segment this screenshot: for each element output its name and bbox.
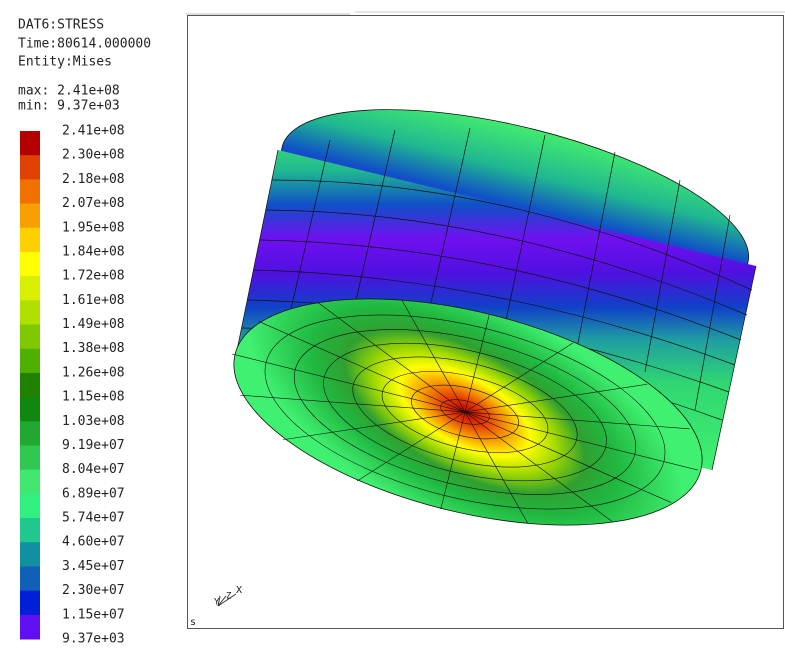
- legend-swatch: [20, 566, 40, 591]
- legend-label: 2.30e+07: [62, 583, 125, 598]
- legend-swatch: [20, 325, 40, 350]
- legend-swatch: [20, 131, 40, 156]
- legend-swatch: [20, 300, 40, 325]
- time: Time:80614.000000: [18, 37, 151, 52]
- legend-swatch: [20, 276, 40, 301]
- legend-swatch: [20, 397, 40, 422]
- legend-label: 2.41e+08: [62, 124, 125, 139]
- legend-label: 1.26e+08: [62, 365, 125, 380]
- entity: Entity:Mises: [18, 55, 112, 70]
- screen: DAT6:STRESS Time:80614.000000 Entity:Mis…: [0, 0, 785, 646]
- legend-swatch: [20, 228, 40, 253]
- legend-label: 1.61e+08: [62, 293, 125, 308]
- legend-swatch: [20, 615, 40, 640]
- legend-label: 1.15e+08: [62, 390, 125, 405]
- legend-swatch: [20, 518, 40, 543]
- legend-label: 5.74e+07: [62, 511, 125, 526]
- legend-label: 9.37e+03: [62, 632, 125, 647]
- legend-swatch: [20, 591, 40, 616]
- corner-label: s: [190, 617, 196, 628]
- legend-label: 1.72e+08: [62, 269, 125, 284]
- legend-swatch: [20, 204, 40, 229]
- legend-swatch: [20, 252, 40, 277]
- legend-swatch: [20, 421, 40, 446]
- legend-swatch: [20, 349, 40, 374]
- legend-swatch: [20, 373, 40, 398]
- max: max: 2.41e+08: [18, 84, 120, 99]
- legend-label: 1.95e+08: [62, 220, 125, 235]
- legend-label: 4.60e+07: [62, 535, 125, 550]
- dataset: DAT6:STRESS: [18, 18, 104, 33]
- triad-z: Z: [226, 592, 232, 602]
- legend-label: 9.19e+07: [62, 438, 125, 453]
- triad-y: Y: [214, 598, 220, 608]
- legend-label: 1.15e+07: [62, 607, 125, 622]
- legend-swatch: [20, 445, 40, 470]
- legend-swatch: [20, 542, 40, 567]
- triad-x: X: [236, 585, 242, 596]
- min: min: 9.37e+03: [18, 99, 120, 114]
- legend-label: 1.38e+08: [62, 341, 125, 356]
- legend-label: 2.18e+08: [62, 172, 125, 187]
- legend-swatch: [20, 155, 40, 180]
- legend-label: 2.07e+08: [62, 196, 125, 211]
- legend-label: 3.45e+07: [62, 559, 125, 574]
- legend-swatch: [20, 179, 40, 204]
- legend-label: 1.49e+08: [62, 317, 125, 332]
- legend-swatch: [20, 470, 40, 495]
- legend-label: 6.89e+07: [62, 486, 125, 501]
- legend-label: 8.04e+07: [62, 462, 125, 477]
- legend-label: 1.03e+08: [62, 414, 125, 429]
- legend-label: 2.30e+08: [62, 148, 125, 163]
- legend-label: 1.84e+08: [62, 244, 125, 259]
- legend-swatch: [20, 494, 40, 519]
